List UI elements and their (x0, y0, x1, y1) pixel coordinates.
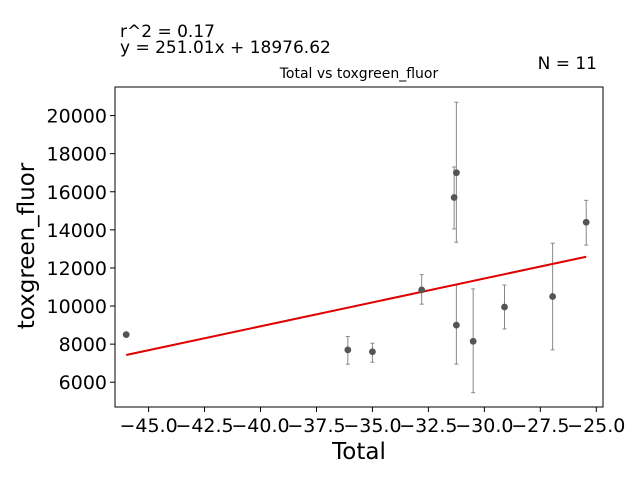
equation-annotation: y = 251.01x + 18976.62 (120, 38, 331, 58)
fit-line (125, 255, 587, 356)
y-axis: 6000 8000 10000 12000 14000 16000 18000 20000 (47, 106, 115, 394)
x-axis: −45.0−42.5−40.0−37.5−35.0−32.5−30.0−27.5… (119, 407, 625, 437)
sample-count-annotation: N = 11 (538, 54, 597, 74)
y-tick-label-2: 10000 (47, 296, 107, 318)
x-tick-label-3: −37.5 (287, 415, 345, 437)
data-point-0 (122, 331, 130, 339)
y-axis-label: toxgreen_fluor (14, 162, 40, 329)
data-point-3 (418, 286, 426, 294)
plot-area (114, 86, 604, 408)
x-tick-label-7: −27.5 (511, 415, 569, 437)
x-tick-label-5: −32.5 (399, 415, 457, 437)
data-point-10 (582, 218, 590, 226)
y-tick-label-7: 20000 (47, 106, 107, 128)
data-point-9 (549, 293, 557, 300)
y-tick-label-1: 8000 (59, 334, 107, 356)
r-squared-annotation: r^2 = 0.17 (120, 22, 215, 42)
data-point-5 (452, 169, 460, 177)
y-tick-label-5: 16000 (47, 182, 107, 204)
y-tick-label-4: 14000 (47, 220, 107, 242)
y-tick-label-6: 18000 (47, 144, 107, 166)
plot-frame (114, 86, 604, 408)
chart-title: Total vs toxgreen_fluor (279, 66, 439, 82)
x-tick-label-2: −40.0 (231, 415, 289, 437)
data-point-8 (501, 303, 508, 311)
y-tick-label-3: 12000 (47, 258, 107, 280)
data-point-7 (469, 337, 477, 345)
x-tick-label-0: −45.0 (119, 415, 177, 437)
x-tick-label-8: −25.0 (567, 415, 625, 437)
data-point-6 (452, 321, 460, 329)
data-point-1 (344, 346, 352, 354)
data-point-4 (450, 194, 458, 201)
x-tick-label-1: −42.5 (175, 415, 233, 437)
x-tick-label-6: −30.0 (455, 415, 513, 437)
x-axis-label: Total (331, 439, 386, 465)
data-point-2 (369, 348, 376, 356)
y-tick-label-0: 6000 (59, 372, 107, 394)
x-tick-label-4: −35.0 (343, 415, 401, 437)
